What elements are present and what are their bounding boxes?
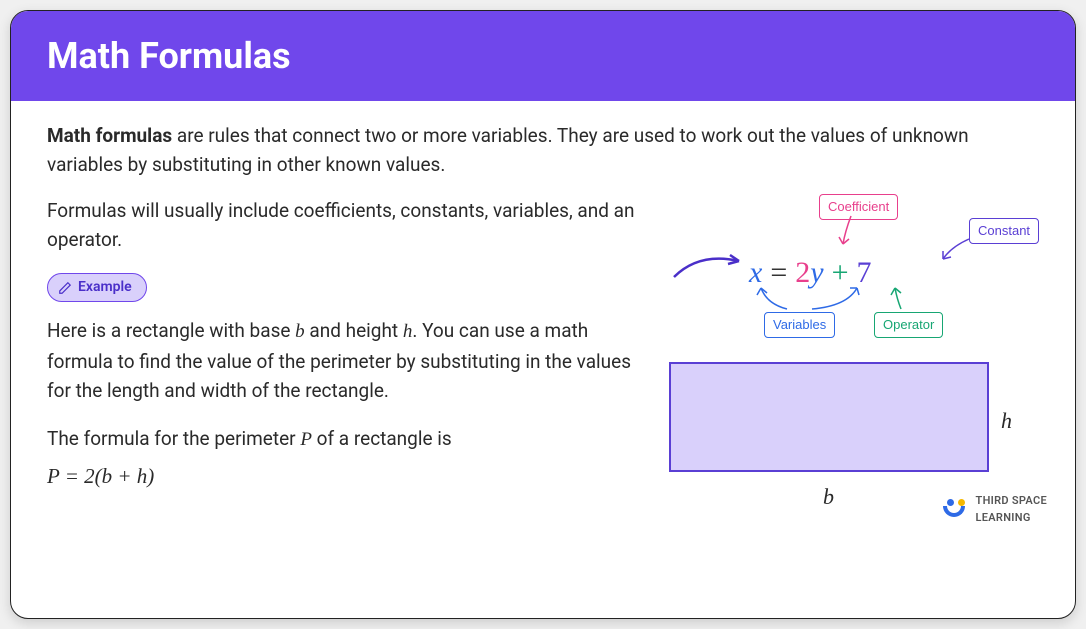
example-label: Example xyxy=(78,277,132,299)
tag-variables: Variables xyxy=(764,312,835,338)
brand-line1: THIRD SPACE xyxy=(976,492,1047,509)
content-row: Formulas will usually include coefficien… xyxy=(47,196,1039,522)
var-b: b xyxy=(295,321,305,342)
tag-constant: Constant xyxy=(969,218,1039,244)
rect-label-b: b xyxy=(823,480,834,514)
var-p: P xyxy=(300,429,312,450)
components-paragraph: Formulas will usually include coefficien… xyxy=(47,196,649,255)
rect-label-h: h xyxy=(1001,404,1012,438)
coef-arrow xyxy=(839,214,869,250)
intro-paragraph: Math formulas are rules that connect two… xyxy=(47,121,1037,180)
card-header: Math Formulas xyxy=(11,11,1075,101)
page-title: Math Formulas xyxy=(47,35,1039,77)
text: The formula for the perimeter xyxy=(47,427,300,450)
info-card: Math Formulas Math formulas are rules th… xyxy=(10,10,1076,619)
left-column: Formulas will usually include coefficien… xyxy=(47,196,649,493)
tag-operator: Operator xyxy=(874,312,943,338)
lead-arrow xyxy=(669,247,749,287)
example-paragraph-2: The formula for the perimeter P of a rec… xyxy=(47,424,649,454)
right-column: x=2y+7 Coefficient Constant Variables xyxy=(669,196,1039,522)
example-paragraph-1: Here is a rectangle with base b and heig… xyxy=(47,316,649,405)
pencil-icon xyxy=(58,281,72,295)
equation-diagram: x=2y+7 Coefficient Constant Variables xyxy=(669,192,1039,342)
vars-arrow xyxy=(757,284,867,314)
oper-arrow xyxy=(891,284,921,312)
card-body: Math formulas are rules that connect two… xyxy=(11,101,1075,542)
text: and height xyxy=(305,319,403,342)
const-arrow xyxy=(939,237,979,267)
perimeter-formula: P = 2(b + h) xyxy=(47,460,649,493)
example-badge: Example xyxy=(47,273,147,303)
rectangle-shape xyxy=(669,362,989,472)
brand-logo: THIRD SPACE LEARNING xyxy=(944,492,1047,526)
brand-line2: LEARNING xyxy=(976,509,1047,526)
var-h: h xyxy=(403,321,413,342)
brand-text: THIRD SPACE LEARNING xyxy=(976,492,1047,526)
intro-bold: Math formulas xyxy=(47,124,172,147)
logo-mark-icon xyxy=(944,499,968,519)
intro-rest: are rules that connect two or more varia… xyxy=(47,124,969,176)
text: Here is a rectangle with base xyxy=(47,319,295,342)
text: of a rectangle is xyxy=(312,427,452,450)
